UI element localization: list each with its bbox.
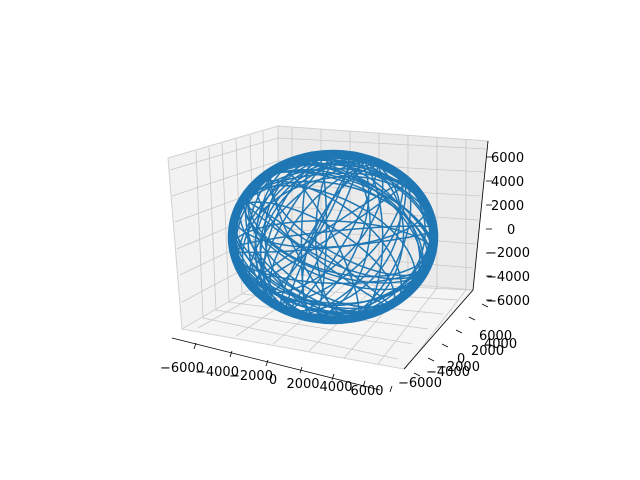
z-tick-label: 6000 [491, 151, 524, 166]
y-tick-label: 4000 [484, 337, 517, 352]
y-tick-labels: −6000 −4000 −2000 0 2000 4000 6000 [398, 329, 517, 391]
tick-marks [193, 156, 492, 393]
z-tick-label: 2000 [491, 199, 524, 214]
x-tick-label: 6000 [350, 384, 383, 399]
y-tick-label: −2000 [436, 360, 480, 375]
trajectory-segment [229, 225, 438, 254]
y-tick-label: 6000 [479, 329, 512, 344]
z-tick-label: −2000 [486, 246, 530, 261]
y-axis-line [403, 289, 474, 370]
x-tick-label: 4000 [319, 380, 352, 395]
trajectory-segment [231, 201, 396, 316]
trajectory-rim [232, 154, 434, 320]
data-series-sphere [227, 149, 439, 325]
z-tick-labels: −6000 −4000 −2000 0 2000 4000 6000 [486, 151, 530, 309]
trajectory-rim [231, 153, 435, 321]
x-tick-label: −2000 [229, 369, 273, 384]
z-axis-line [472, 140, 489, 291]
x-axis-line [171, 337, 381, 391]
axes-3d: −6000 −4000 −2000 0 2000 4000 6000 −6000… [160, 125, 530, 399]
y-tick-label: 0 [457, 352, 465, 367]
z-tick-label: 4000 [491, 175, 524, 190]
z-tick-label: −4000 [486, 270, 530, 285]
y-tick-label: −6000 [398, 376, 442, 391]
z-tick-label: −6000 [486, 294, 530, 309]
trajectory-segment [237, 151, 384, 294]
trajectory-rim [227, 149, 439, 325]
x-tick-label: 2000 [286, 377, 319, 392]
x-tick-labels: −6000 −4000 −2000 0 2000 4000 6000 [160, 361, 384, 399]
z-tick-label: 0 [507, 223, 515, 238]
y-tick-label: −4000 [426, 365, 470, 380]
trajectory-rim [230, 152, 436, 322]
trajectory-rim [234, 156, 432, 318]
x-tick-label: 0 [269, 373, 277, 388]
x-tick-label: −6000 [160, 361, 204, 376]
trajectory-rim [229, 151, 437, 323]
y-tick-label: 2000 [471, 344, 504, 359]
x-tick-label: −4000 [195, 365, 239, 380]
